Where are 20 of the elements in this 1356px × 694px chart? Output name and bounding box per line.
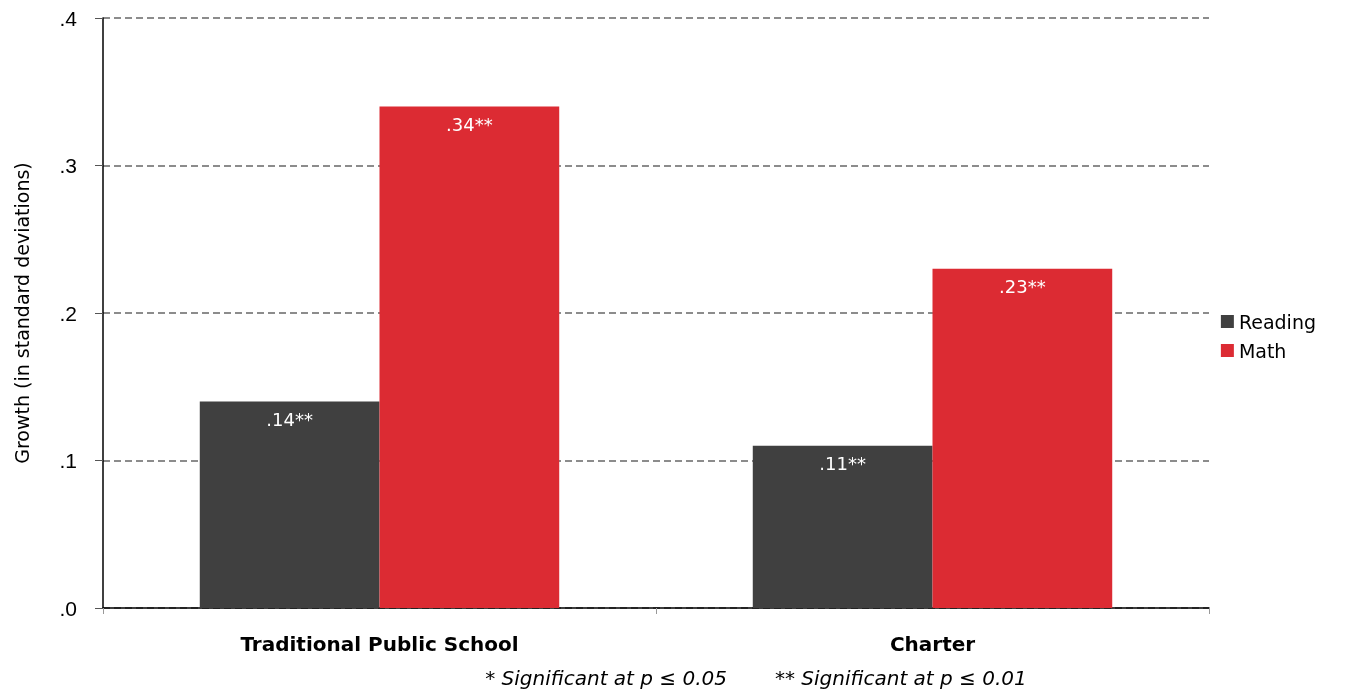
bar bbox=[379, 106, 560, 608]
y-tick-label: .2 bbox=[59, 301, 77, 325]
x-tick-label: Traditional Public School bbox=[240, 632, 519, 656]
bar bbox=[752, 445, 933, 608]
data-label: .23** bbox=[999, 276, 1046, 298]
y-tick-label: .4 bbox=[59, 6, 78, 30]
legend-label: Math bbox=[1238, 339, 1287, 362]
y-tick-label: .3 bbox=[59, 154, 77, 177]
y-axis-title: Growth (in standard deviations) bbox=[10, 162, 33, 464]
text: ** Significant at p ≤ 0.01 bbox=[775, 666, 1027, 690]
legend-label: Reading bbox=[1238, 310, 1316, 333]
x-tick-label: Charter bbox=[889, 632, 976, 656]
y-tick-label: .0 bbox=[59, 596, 77, 620]
data-label: .11** bbox=[819, 453, 866, 475]
data-label: .14** bbox=[266, 409, 313, 430]
y-tick-label: .1 bbox=[59, 449, 77, 472]
text: * Significant at p ≤ 0.05 bbox=[485, 666, 727, 690]
bar bbox=[199, 401, 380, 608]
bar bbox=[932, 268, 1113, 608]
data-label: .34** bbox=[446, 114, 493, 135]
